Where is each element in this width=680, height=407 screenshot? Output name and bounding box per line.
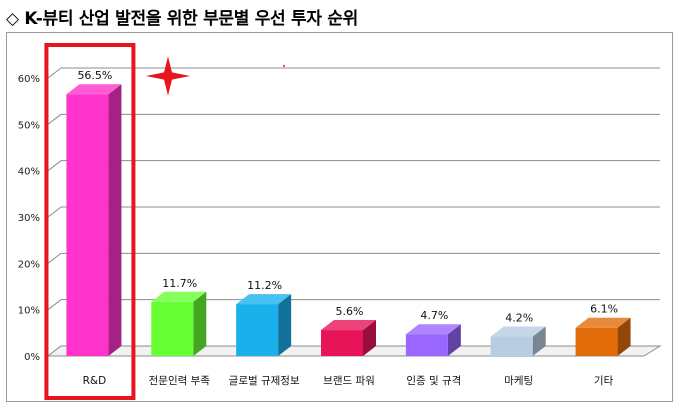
x-tick-label: 인증 및 규격 bbox=[406, 374, 461, 387]
gridline-diagonal bbox=[47, 67, 62, 79]
x-axis: R&D 전문인력 부족 글로벌 규제정보 브랜드 파워 인증 및 규격 마케팅 기타 bbox=[83, 374, 614, 387]
bar-side bbox=[447, 324, 461, 356]
data-label: 11.2% bbox=[247, 279, 282, 292]
x-tick-label: 글로벌 규제정보 bbox=[229, 375, 300, 387]
data-label: 4.2% bbox=[505, 312, 533, 325]
gridline-diagonal bbox=[47, 299, 62, 311]
x-tick-label: 기타 bbox=[594, 375, 614, 387]
x-tick-label: 전문인력 부족 bbox=[149, 375, 211, 387]
y-tick-label: 10% bbox=[18, 306, 40, 317]
x-tick-label: 브랜드 파워 bbox=[323, 374, 375, 387]
x-tick-label: R&D bbox=[83, 375, 107, 387]
data-label: 5.6% bbox=[336, 305, 364, 318]
bar bbox=[66, 94, 109, 356]
gridline-diagonal bbox=[47, 252, 62, 264]
gridline-diagonal bbox=[47, 160, 62, 172]
y-tick-label: 50% bbox=[18, 120, 40, 131]
gridline-diagonal bbox=[47, 113, 62, 125]
y-axis: 0% 10% 20% 30% 40% 50% 60% bbox=[18, 74, 40, 363]
data-label: 4.7% bbox=[420, 309, 448, 322]
bar bbox=[236, 304, 279, 356]
y-tick-label: 30% bbox=[18, 213, 40, 224]
page-title: ◇ K-뷰티 산업 발전을 위한 부문별 우선 투자 순위 bbox=[6, 9, 358, 29]
bar-side bbox=[108, 84, 122, 356]
bar bbox=[321, 330, 363, 356]
bar-top bbox=[151, 291, 207, 302]
y-tick-label: 60% bbox=[18, 74, 40, 85]
bar-side bbox=[617, 317, 631, 356]
star-icon bbox=[146, 56, 190, 96]
bar-top bbox=[236, 294, 292, 305]
bar bbox=[405, 334, 448, 356]
red-dot bbox=[283, 65, 285, 67]
bar bbox=[575, 327, 618, 356]
data-label: 56.5% bbox=[77, 69, 112, 82]
bar-side bbox=[278, 294, 292, 356]
gridline-diagonal bbox=[47, 206, 62, 218]
bar-side bbox=[363, 320, 376, 356]
bar-top bbox=[490, 326, 546, 337]
bar-side bbox=[193, 291, 207, 356]
y-tick-label: 0% bbox=[24, 352, 40, 363]
value-labels: 56.5% 11.7% 11.2% 5.6% 4.7% 4.2% 6.1% bbox=[77, 69, 618, 324]
bar-side bbox=[532, 326, 546, 356]
data-label: 6.1% bbox=[590, 303, 618, 316]
bar-top bbox=[575, 317, 631, 328]
bars bbox=[66, 84, 631, 356]
highlight bbox=[44, 43, 285, 400]
x-tick-label: 마케팅 bbox=[504, 375, 533, 387]
bar-top bbox=[66, 84, 122, 95]
data-label: 11.7% bbox=[162, 277, 197, 290]
bar bbox=[151, 301, 194, 356]
bar-top bbox=[321, 320, 376, 331]
bar-top bbox=[405, 324, 461, 335]
bar bbox=[490, 336, 533, 356]
y-tick-label: 20% bbox=[18, 259, 40, 270]
chart-frame bbox=[6, 32, 673, 402]
y-tick-label: 40% bbox=[18, 167, 40, 178]
highlight-box bbox=[44, 43, 136, 400]
